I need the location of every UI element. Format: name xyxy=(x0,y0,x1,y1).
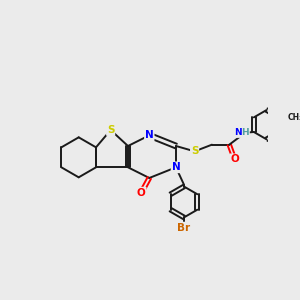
Text: N: N xyxy=(234,128,242,137)
Text: N: N xyxy=(172,162,180,172)
Text: O: O xyxy=(137,188,146,198)
Text: H: H xyxy=(242,128,249,137)
Text: CH₃: CH₃ xyxy=(287,113,300,122)
Text: S: S xyxy=(107,125,114,135)
Text: Br: Br xyxy=(177,223,190,232)
Text: O: O xyxy=(230,154,239,164)
Text: S: S xyxy=(191,146,198,156)
Text: N: N xyxy=(145,130,154,140)
